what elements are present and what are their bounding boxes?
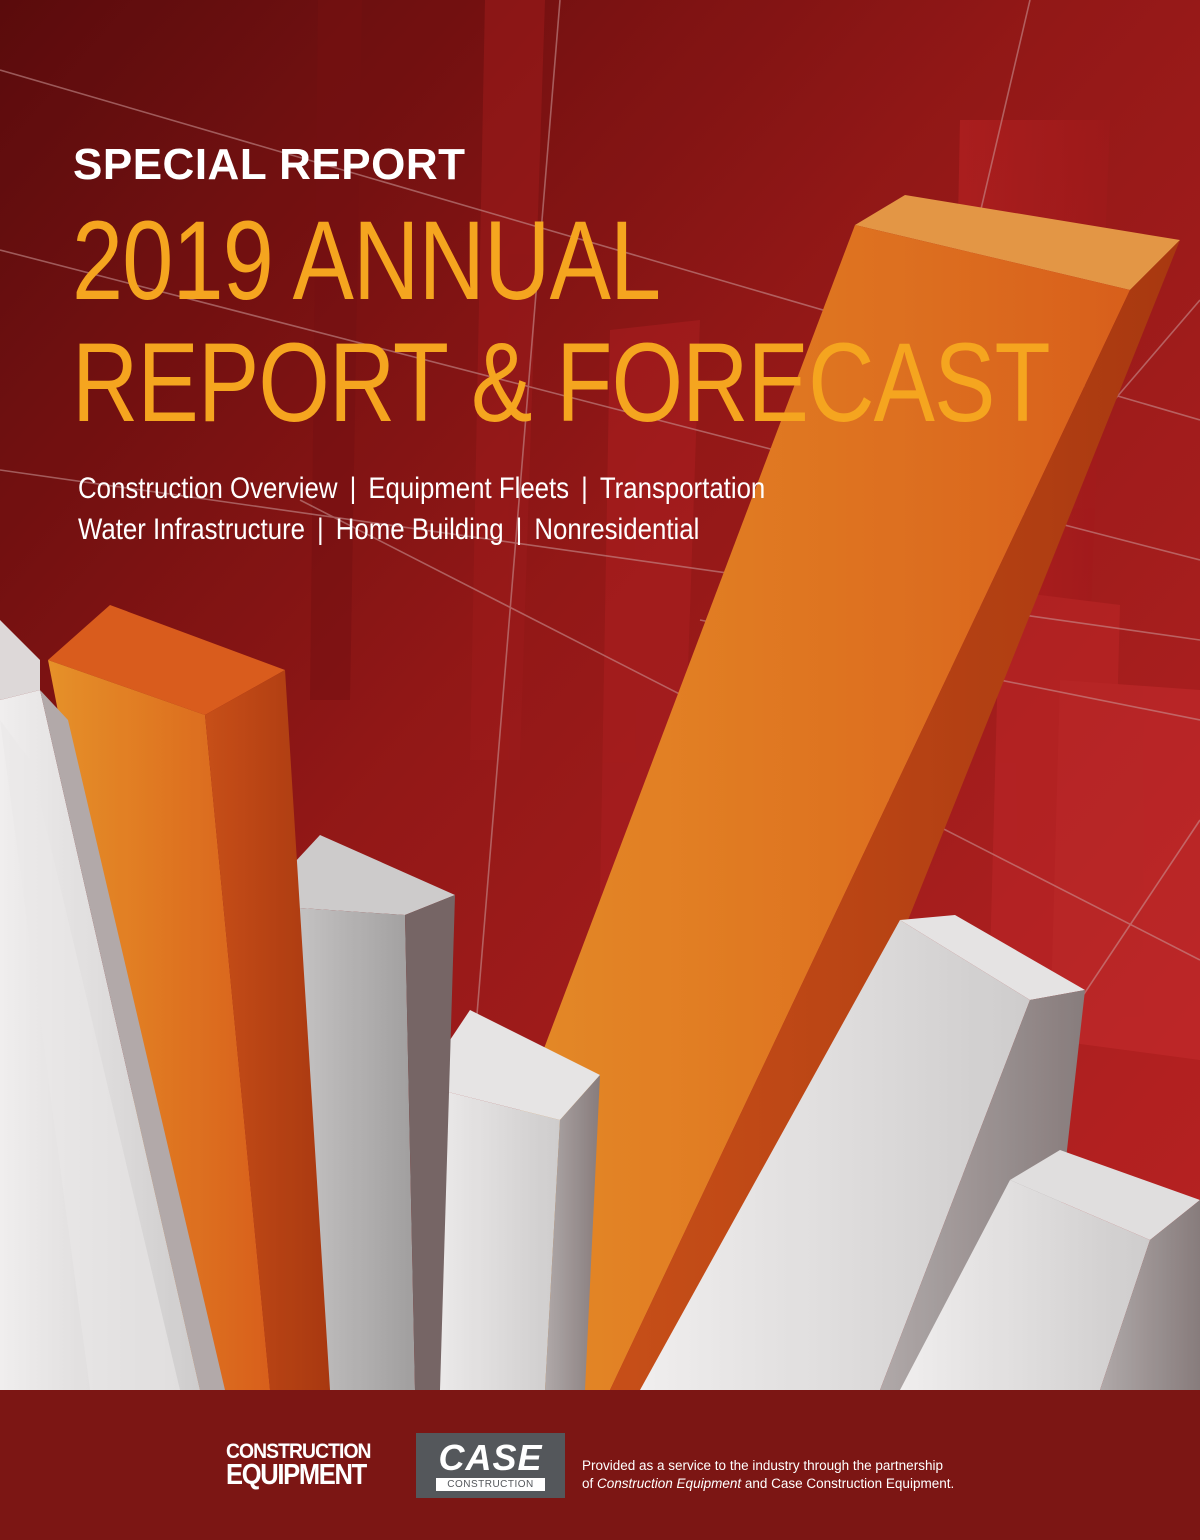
topic-equipment-fleets: Equipment Fleets — [368, 472, 570, 505]
ce-logo-line-2: EQUIPMENT — [226, 1459, 367, 1491]
topic-home-building: Home Building — [335, 513, 504, 546]
topic-nonresidential: Nonresidential — [534, 513, 700, 546]
report-title: 2019 ANNUAL REPORT & FORECAST — [72, 198, 1051, 445]
special-report-kicker: SPECIAL REPORT — [73, 140, 466, 189]
title-line-1: 2019 ANNUAL — [72, 198, 661, 323]
credit-suffix: and Case Construction Equipment. — [741, 1476, 955, 1491]
white-bar-far-right — [900, 1150, 1200, 1390]
3d-bar-chart-illustration — [0, 0, 1200, 1390]
topic-separator: | — [515, 513, 523, 546]
title-line-2: REPORT & FORECAST — [72, 320, 1051, 445]
credit-line-2: of Construction Equipment and Case Const… — [582, 1475, 954, 1493]
topic-separator: | — [581, 472, 588, 505]
topic-separator: | — [317, 513, 324, 546]
case-logo-word: CASE — [438, 1437, 543, 1478]
credit-prefix: of — [582, 1476, 598, 1491]
cover-art-area: SPECIAL REPORT 2019 ANNUAL REPORT & FORE… — [0, 0, 1200, 1390]
credit-publication-name: Construction Equipment — [597, 1476, 742, 1491]
ce-logo-line-1: CONSTRUCTION — [226, 1440, 372, 1463]
partnership-credit: Provided as a service to the industry th… — [582, 1457, 954, 1493]
topic-row-1: Construction Overview | Equipment Fleets | T… — [78, 468, 765, 509]
topic-row-2: Water Infrastructure | Home Building | Nonre… — [78, 509, 765, 550]
credit-line-1: Provided as a service to the industry th… — [582, 1458, 943, 1473]
case-logo-subtitle: CONSTRUCTION — [436, 1478, 545, 1491]
orange-bar-left — [48, 605, 330, 1390]
topic-list: Construction Overview | Equipment Fleets | T… — [78, 468, 765, 550]
topic-transportation: Transportation — [599, 472, 766, 505]
white-bar-center — [420, 1010, 600, 1390]
footer-band: CONSTRUCTION EQUIPMENT CASE CONSTRUCTION… — [0, 1390, 1200, 1540]
topic-construction-overview: Construction Overview — [78, 472, 338, 505]
topic-water-infrastructure: Water Infrastructure — [78, 513, 306, 546]
topic-separator: | — [349, 472, 357, 505]
case-construction-logo: CASE CONSTRUCTION — [416, 1433, 565, 1498]
cover-text: SPECIAL REPORT 2019 ANNUAL REPORT & FORE… — [72, 140, 1051, 550]
construction-equipment-logo: CONSTRUCTION EQUIPMENT — [226, 1440, 402, 1490]
white-bars-far-left — [0, 620, 225, 1390]
